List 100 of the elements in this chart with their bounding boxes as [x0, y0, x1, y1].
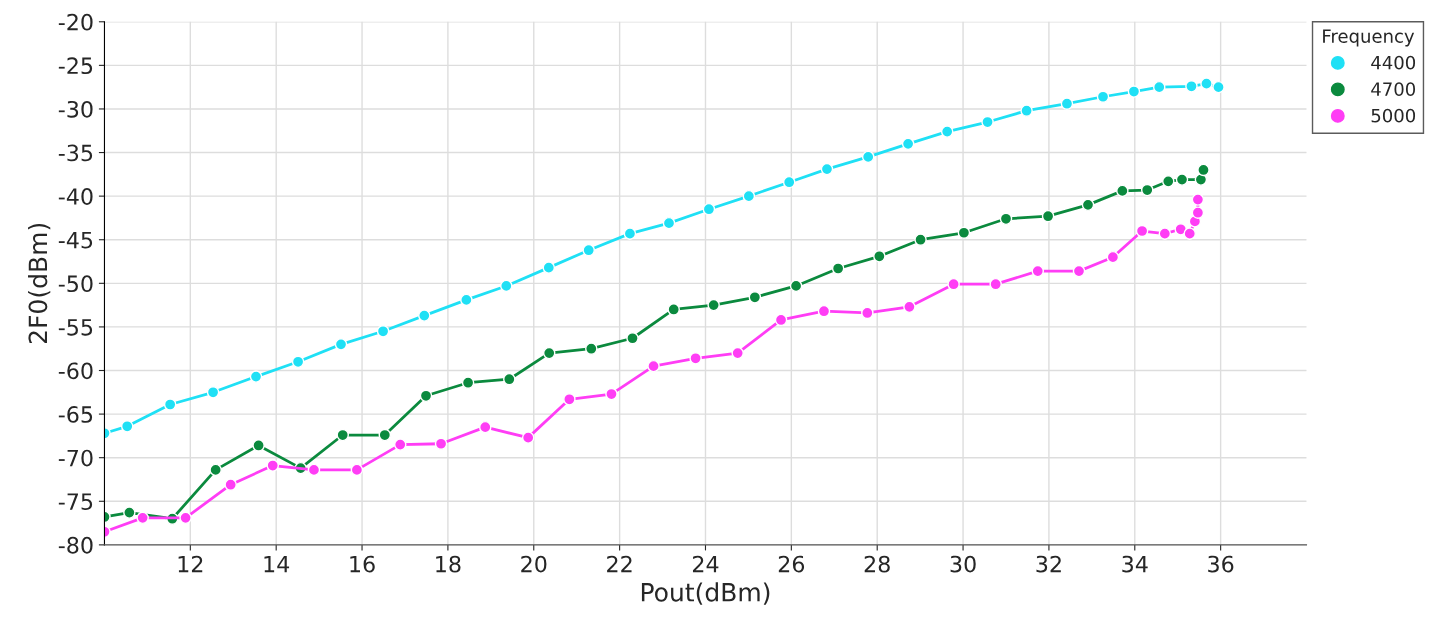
point [460, 293, 473, 307]
point [521, 431, 535, 444]
point [461, 376, 475, 389]
point [1153, 80, 1166, 94]
point [1081, 198, 1095, 212]
y-tick-label: -55 [58, 319, 93, 336]
point [1060, 97, 1074, 110]
point [503, 372, 516, 386]
point [1183, 227, 1196, 240]
point [731, 346, 744, 360]
point [206, 386, 220, 399]
x-tick-label: 24 [692, 555, 719, 573]
y-tick-label: -20 [58, 13, 93, 31]
point [623, 227, 637, 240]
y-tick-label: -50 [58, 275, 93, 293]
y-tick-label: -75 [58, 493, 93, 511]
point [774, 313, 788, 327]
y-axis-title: 2F0(dBm) [28, 223, 51, 344]
point [1116, 184, 1129, 198]
legend-title: Frequency [1323, 29, 1415, 47]
point [582, 243, 595, 257]
x-tick-label: 22 [607, 555, 632, 573]
point [249, 370, 263, 383]
point [163, 398, 177, 411]
y-tick-label: -25 [58, 57, 93, 75]
y-tick-label: -65 [58, 406, 93, 423]
x-tick-label: 32 [1036, 555, 1061, 573]
point [136, 511, 149, 525]
point [1194, 173, 1208, 186]
point [707, 298, 720, 312]
point [873, 250, 886, 263]
point [1072, 264, 1086, 278]
point [789, 279, 803, 293]
point [334, 338, 348, 351]
y-tick-label: -60 [58, 362, 93, 380]
point [1140, 183, 1154, 197]
point [831, 262, 845, 275]
point [689, 352, 702, 365]
point [782, 175, 796, 189]
point [914, 233, 927, 246]
point [291, 355, 305, 369]
point [479, 420, 492, 434]
point [999, 212, 1013, 226]
point [903, 300, 916, 314]
point [542, 261, 556, 274]
point [947, 277, 960, 291]
point [989, 277, 1002, 291]
point [378, 428, 392, 442]
x-tick-label: 12 [178, 555, 203, 573]
point [336, 428, 349, 442]
x-axis-title: Pout(dBm) [641, 582, 770, 605]
x-tick-label: 26 [778, 555, 805, 573]
point [563, 393, 576, 406]
point [1191, 206, 1205, 219]
point [820, 162, 834, 176]
point [123, 506, 136, 519]
point [1175, 173, 1189, 186]
x-tick-label: 18 [436, 555, 461, 573]
point [1096, 90, 1110, 103]
point [1127, 85, 1141, 98]
point [1191, 193, 1205, 206]
y-tick-label: -70 [58, 449, 93, 467]
point [817, 304, 831, 318]
point [419, 389, 433, 403]
point [394, 438, 407, 451]
y-tick-label: -45 [58, 231, 93, 249]
point [647, 359, 660, 373]
point [500, 279, 513, 293]
point [940, 125, 954, 138]
x-tick-label: 34 [1122, 555, 1148, 573]
point [209, 463, 222, 477]
point [1031, 264, 1045, 278]
legend-label: 4700 [1371, 82, 1416, 96]
point [605, 387, 618, 401]
point [1106, 250, 1120, 264]
point [861, 150, 875, 164]
y-tick-label: -40 [58, 188, 93, 205]
point [1041, 209, 1055, 223]
legend-label: 5000 [1371, 108, 1416, 123]
x-tick-label: 36 [1208, 555, 1234, 573]
point [667, 303, 680, 316]
point [742, 189, 756, 203]
point [224, 478, 237, 491]
point [1185, 80, 1198, 93]
point [179, 511, 192, 525]
point [376, 325, 390, 338]
x-tick-label: 16 [350, 555, 375, 573]
point [350, 463, 364, 477]
point [626, 331, 639, 345]
x-tick-label: 20 [521, 555, 547, 573]
point [266, 459, 279, 472]
point [307, 463, 321, 477]
y-tick-label: -80 [58, 536, 93, 554]
point [1212, 80, 1225, 94]
x-tick-label: 28 [864, 555, 890, 573]
point [252, 439, 265, 452]
point [748, 291, 762, 304]
point [585, 342, 598, 355]
point [981, 115, 994, 129]
point [861, 306, 874, 320]
